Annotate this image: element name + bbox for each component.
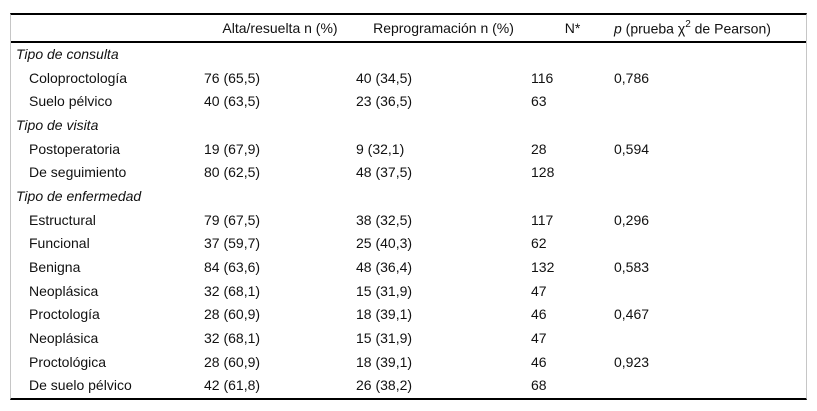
group-label: Tipo de enfermedad: [16, 187, 142, 204]
row-label: Proctológica: [29, 353, 107, 370]
cell-alta-resuelta: 28 (60,9): [204, 353, 261, 370]
table-row: Suelo pélvico 40 (63,5) 23 (36,5) 63: [11, 89, 806, 113]
cell-alta-resuelta: 37 (59,7): [204, 235, 261, 252]
table-row: Postoperatoria 19 (67,9) 9 (32,1) 28 0,594: [11, 137, 806, 161]
group-label: Tipo de consulta: [16, 46, 119, 63]
cell-p-value: 0,923: [614, 353, 650, 370]
row-label: Coloproctología: [29, 69, 128, 86]
cell-p-value: [614, 232, 806, 256]
cell-reprogramacion: 48 (36,4): [356, 259, 413, 276]
row-label: Benigna: [29, 259, 81, 276]
cell-alta-resuelta: 19 (67,9): [204, 140, 261, 157]
group-label: Tipo de visita: [16, 116, 99, 133]
cell-alta-resuelta: 84 (63,6): [204, 259, 261, 276]
cell-reprogramacion: 15 (31,9): [356, 330, 413, 347]
cell-p-value: [614, 374, 806, 398]
row-label: Estructural: [29, 211, 96, 228]
cell-n: 47: [531, 282, 547, 299]
group-row: Tipo de visita: [11, 113, 806, 137]
table-body: Tipo de consulta Coloproctología 76 (65,5)…: [11, 42, 806, 397]
row-label: Funcional: [29, 235, 90, 252]
cell-p-value: [614, 89, 806, 113]
col-header-p-value: p (prueba χ2 de Pearson): [614, 15, 806, 43]
cell-alta-resuelta: 28 (60,9): [204, 306, 261, 323]
cell-p-value: [614, 160, 806, 184]
cell-n: 47: [531, 330, 547, 347]
cell-reprogramacion: 25 (40,3): [356, 235, 413, 252]
table-row: Proctológica 28 (60,9) 18 (39,1) 46 0,923: [11, 350, 806, 374]
col-header-reprogramacion: Reprogramación n (%): [356, 15, 531, 43]
cell-reprogramacion: 26 (38,2): [356, 377, 413, 394]
cell-n: 68: [531, 377, 547, 394]
table-row: De seguimiento 80 (62,5) 48 (37,5) 128: [11, 160, 806, 184]
cell-n: 46: [531, 306, 547, 323]
col-header-empty: [11, 15, 204, 43]
cell-reprogramacion: 9 (32,1): [356, 140, 405, 157]
row-label: Proctología: [29, 306, 100, 323]
cell-n: 132: [531, 259, 555, 276]
cell-p-value: 0,583: [614, 259, 650, 276]
row-label: Postoperatoria: [29, 140, 121, 157]
p-header-text-tail: de Pearson): [690, 20, 771, 37]
statistics-table: Alta/resuelta n (%) Reprogramación n (%)…: [10, 13, 807, 400]
chi-squared-exponent: 2: [685, 18, 691, 30]
cell-p-value: 0,594: [614, 140, 650, 157]
row-label: De seguimiento: [29, 164, 127, 181]
cell-alta-resuelta: 40 (63,5): [204, 93, 261, 110]
cell-p-value: [614, 326, 806, 350]
table-row: Coloproctología 76 (65,5) 40 (34,5) 116 0,78…: [11, 66, 806, 90]
cell-reprogramacion: 23 (36,5): [356, 93, 413, 110]
table-row: Benigna 84 (63,6) 48 (36,4) 132 0,583: [11, 255, 806, 279]
table-row: Neoplásica 32 (68,1) 15 (31,9) 47: [11, 326, 806, 350]
cell-n: 116: [531, 69, 554, 86]
group-row: Tipo de consulta: [11, 42, 806, 66]
cell-n: 46: [531, 353, 547, 370]
cell-p-value: 0,786: [614, 69, 650, 86]
col-header-n: N*: [531, 15, 614, 43]
data-table: Alta/resuelta n (%) Reprogramación n (%)…: [11, 15, 806, 397]
p-header-text: (prueba χ: [621, 20, 686, 37]
cell-reprogramacion: 15 (31,9): [356, 282, 413, 299]
p-symbol: p: [614, 20, 622, 37]
cell-reprogramacion: 38 (32,5): [356, 211, 413, 228]
cell-p-value: [614, 279, 806, 303]
cell-n: 63: [531, 93, 547, 110]
cell-p-value: 0,467: [614, 306, 650, 323]
cell-reprogramacion: 48 (37,5): [356, 164, 413, 181]
table-row: De suelo pélvico 42 (61,8) 26 (38,2) 68: [11, 374, 806, 398]
cell-n: 128: [531, 164, 555, 181]
row-label: Suelo pélvico: [29, 93, 113, 110]
cell-n: 62: [531, 235, 547, 252]
cell-alta-resuelta: 42 (61,8): [204, 377, 261, 394]
header-row: Alta/resuelta n (%) Reprogramación n (%)…: [11, 15, 806, 43]
cell-reprogramacion: 18 (39,1): [356, 353, 413, 370]
cell-alta-resuelta: 79 (67,5): [204, 211, 261, 228]
cell-alta-resuelta: 32 (68,1): [204, 282, 261, 299]
col-header-alta-resuelta: Alta/resuelta n (%): [204, 15, 356, 43]
cell-n: 28: [531, 140, 547, 157]
row-label: Neoplásica: [29, 330, 99, 347]
table-row: Estructural 79 (67,5) 38 (32,5) 117 0,296: [11, 208, 806, 232]
cell-n: 117: [531, 211, 554, 228]
cell-reprogramacion: 40 (34,5): [356, 69, 413, 86]
group-row: Tipo de enfermedad: [11, 184, 806, 208]
table-row: Proctología 28 (60,9) 18 (39,1) 46 0,467: [11, 303, 806, 327]
cell-reprogramacion: 18 (39,1): [356, 306, 413, 323]
cell-alta-resuelta: 80 (62,5): [204, 164, 261, 181]
row-label: Neoplásica: [29, 282, 99, 299]
table-row: Funcional 37 (59,7) 25 (40,3) 62: [11, 232, 806, 256]
table-row: Neoplásica 32 (68,1) 15 (31,9) 47: [11, 279, 806, 303]
cell-alta-resuelta: 32 (68,1): [204, 330, 261, 347]
cell-p-value: 0,296: [614, 211, 650, 228]
cell-alta-resuelta: 76 (65,5): [204, 69, 261, 86]
row-label: De suelo pélvico: [29, 377, 132, 394]
